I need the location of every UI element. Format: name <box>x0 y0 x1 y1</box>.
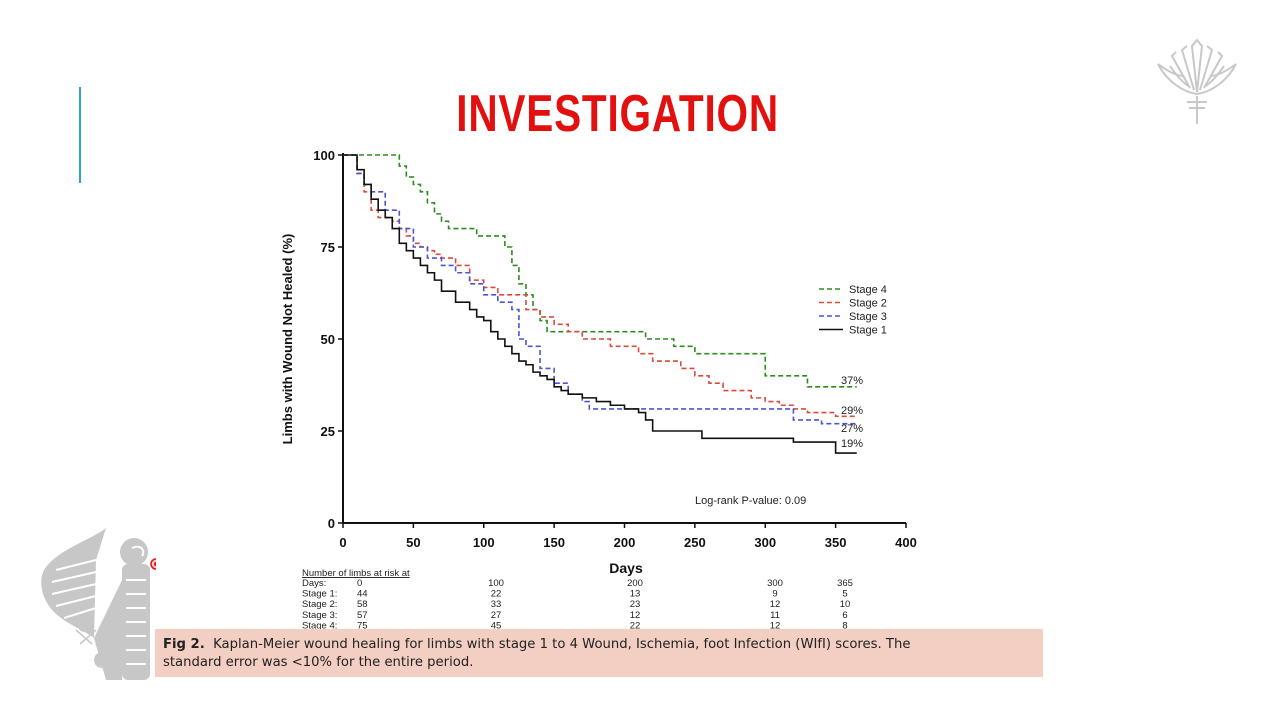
risk-table-cell: 5 <box>842 589 847 600</box>
risk-table-cell: 12 <box>770 620 781 631</box>
lotus-emblem-icon <box>1157 38 1237 124</box>
risk-table-row-label: Days: <box>302 578 326 589</box>
risk-table-cell: 22 <box>491 589 502 600</box>
caption-text-1: Kaplan-Meier wound healing for limbs wit… <box>213 637 911 652</box>
risk-table-cell: 44 <box>357 589 368 600</box>
logrank-annotation: Log-rank P-value: 0.09 <box>695 495 806 507</box>
caption-line-1: Fig 2. Kaplan-Meier wound healing for li… <box>163 636 1035 654</box>
x-axis-title: Days <box>609 560 643 576</box>
y-tick-label: 25 <box>321 424 335 439</box>
winged-horus-bird-icon <box>41 528 156 680</box>
y-tick-label: 0 <box>328 516 335 531</box>
risk-table-row-label: Stage 3: <box>302 610 337 621</box>
risk-table-cell: 300 <box>767 578 783 589</box>
series-end-label: 29% <box>841 405 863 417</box>
y-tick-label: 75 <box>321 240 335 255</box>
risk-table-cell: 9 <box>772 589 777 600</box>
figure-caption: Fig 2. Kaplan-Meier wound healing for li… <box>155 629 1043 677</box>
y-axis-title: Limbs with Wound Not Healed (%) <box>280 234 295 445</box>
risk-table-cell: 8 <box>842 620 847 631</box>
risk-table-heading: Number of limbs at risk at <box>302 568 410 579</box>
risk-table-cell: 11 <box>770 610 780 621</box>
x-tick-label: 100 <box>473 535 495 550</box>
risk-table-cell: 13 <box>630 589 641 600</box>
series-line-stage-2 <box>343 154 857 418</box>
risk-table-row-label: Stage 1: <box>302 589 337 600</box>
x-tick-label: 150 <box>543 535 565 550</box>
risk-table-cell: 23 <box>630 599 641 610</box>
legend-label: Stage 2 <box>849 298 887 310</box>
x-tick-label: 200 <box>614 535 636 550</box>
risk-table-cell: 27 <box>491 610 502 621</box>
risk-table-cell: 6 <box>842 610 847 621</box>
risk-table-cell: 12 <box>630 610 641 621</box>
risk-table-cell: 57 <box>357 610 368 621</box>
risk-table-cell: 200 <box>627 578 643 589</box>
caption-label: Fig 2. <box>163 637 205 652</box>
risk-table-cell: 22 <box>630 620 641 631</box>
series-end-label: 27% <box>841 423 863 435</box>
series-end-label: 37% <box>841 375 863 387</box>
y-tick-label: 100 <box>313 148 335 163</box>
series-end-label: 19% <box>841 438 863 450</box>
legend-label: Stage 4 <box>849 284 887 296</box>
risk-table-cell: 12 <box>770 599 781 610</box>
legend-label: Stage 3 <box>849 311 887 323</box>
x-tick-label: 400 <box>895 535 917 550</box>
risk-table-cell: 365 <box>837 578 853 589</box>
x-tick-label: 250 <box>684 535 706 550</box>
x-tick-label: 350 <box>825 535 847 550</box>
x-tick-label: 50 <box>406 535 420 550</box>
risk-table-cell: 0 <box>357 578 362 589</box>
risk-table-cell: 75 <box>357 620 368 631</box>
x-tick-label: 300 <box>754 535 776 550</box>
risk-table-row-label: Stage 2: <box>302 599 337 610</box>
legend-label: Stage 1 <box>849 325 887 337</box>
risk-table-row-label: Stage 4: <box>302 620 337 631</box>
caption-text-2: standard error was <10% for the entire p… <box>163 655 474 670</box>
risk-table-cell: 58 <box>357 599 368 610</box>
series-line-stage-3 <box>343 154 857 425</box>
risk-table-cell: 33 <box>491 599 502 610</box>
risk-table-cell: 45 <box>491 620 502 631</box>
slide-accent-line <box>79 87 81 183</box>
x-tick-label: 0 <box>339 535 346 550</box>
y-tick-label: 50 <box>321 332 335 347</box>
series-line-stage-4 <box>343 154 857 388</box>
risk-table-cell: 100 <box>488 578 504 589</box>
slide-title: INVESTIGATION <box>456 85 779 143</box>
series-line-stage-1 <box>343 154 857 454</box>
risk-table-cell: 10 <box>840 599 851 610</box>
